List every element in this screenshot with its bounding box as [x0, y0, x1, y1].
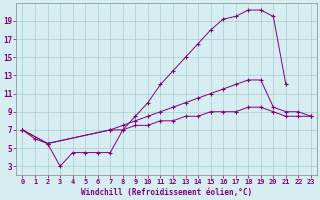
X-axis label: Windchill (Refroidissement éolien,°C): Windchill (Refroidissement éolien,°C): [81, 188, 252, 197]
